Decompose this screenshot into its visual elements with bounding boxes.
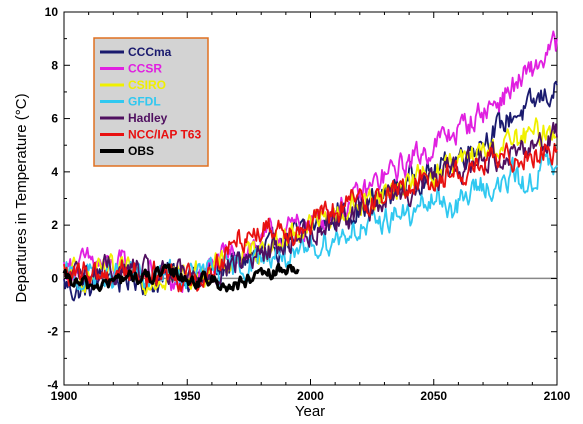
y-axis-title: Departures in Temperature (°C) <box>13 93 30 302</box>
legend-items: CCCma CCSR CSIRO GFDL Hadley NCC/IAP T63 OBS <box>100 45 201 158</box>
y-tick-label: 6 <box>51 112 58 126</box>
x-tick-label: 1900 <box>51 389 78 403</box>
ticks-layer: 1900 1950 2000 2050 2100 -4 -2 0 2 4 6 8 10 <box>45 5 571 403</box>
x-tick-label: 1950 <box>174 389 201 403</box>
y-tick-label: 8 <box>51 58 58 72</box>
x-tick-label: 2100 <box>544 389 571 403</box>
legend-label: CSIRO <box>128 78 166 92</box>
x-axis-title: Year <box>295 403 325 420</box>
series-line-obs <box>62 262 300 293</box>
x-tick-label: 2050 <box>420 389 447 403</box>
y-tick-label: 0 <box>51 271 58 285</box>
legend-label: NCC/IAP T63 <box>128 128 201 142</box>
series-line-ncc-iap-t63 <box>63 142 558 293</box>
legend-label: CCCma <box>128 45 172 59</box>
y-tick-label: -4 <box>47 378 58 392</box>
legend-label: GFDL <box>128 95 161 109</box>
y-tick-label: 10 <box>45 5 59 19</box>
legend-label: CCSR <box>128 62 162 76</box>
y-tick-label: 4 <box>51 165 58 179</box>
y-tick-label: -2 <box>47 325 58 339</box>
legend-label: OBS <box>128 144 154 158</box>
legend: CCCma CCSR CSIRO GFDL Hadley NCC/IAP T63 OBS <box>93 37 209 167</box>
series-layer <box>62 30 558 302</box>
legend-label: Hadley <box>128 111 168 125</box>
x-tick-label: 2000 <box>297 389 324 403</box>
y-tick-label: 2 <box>51 218 58 232</box>
